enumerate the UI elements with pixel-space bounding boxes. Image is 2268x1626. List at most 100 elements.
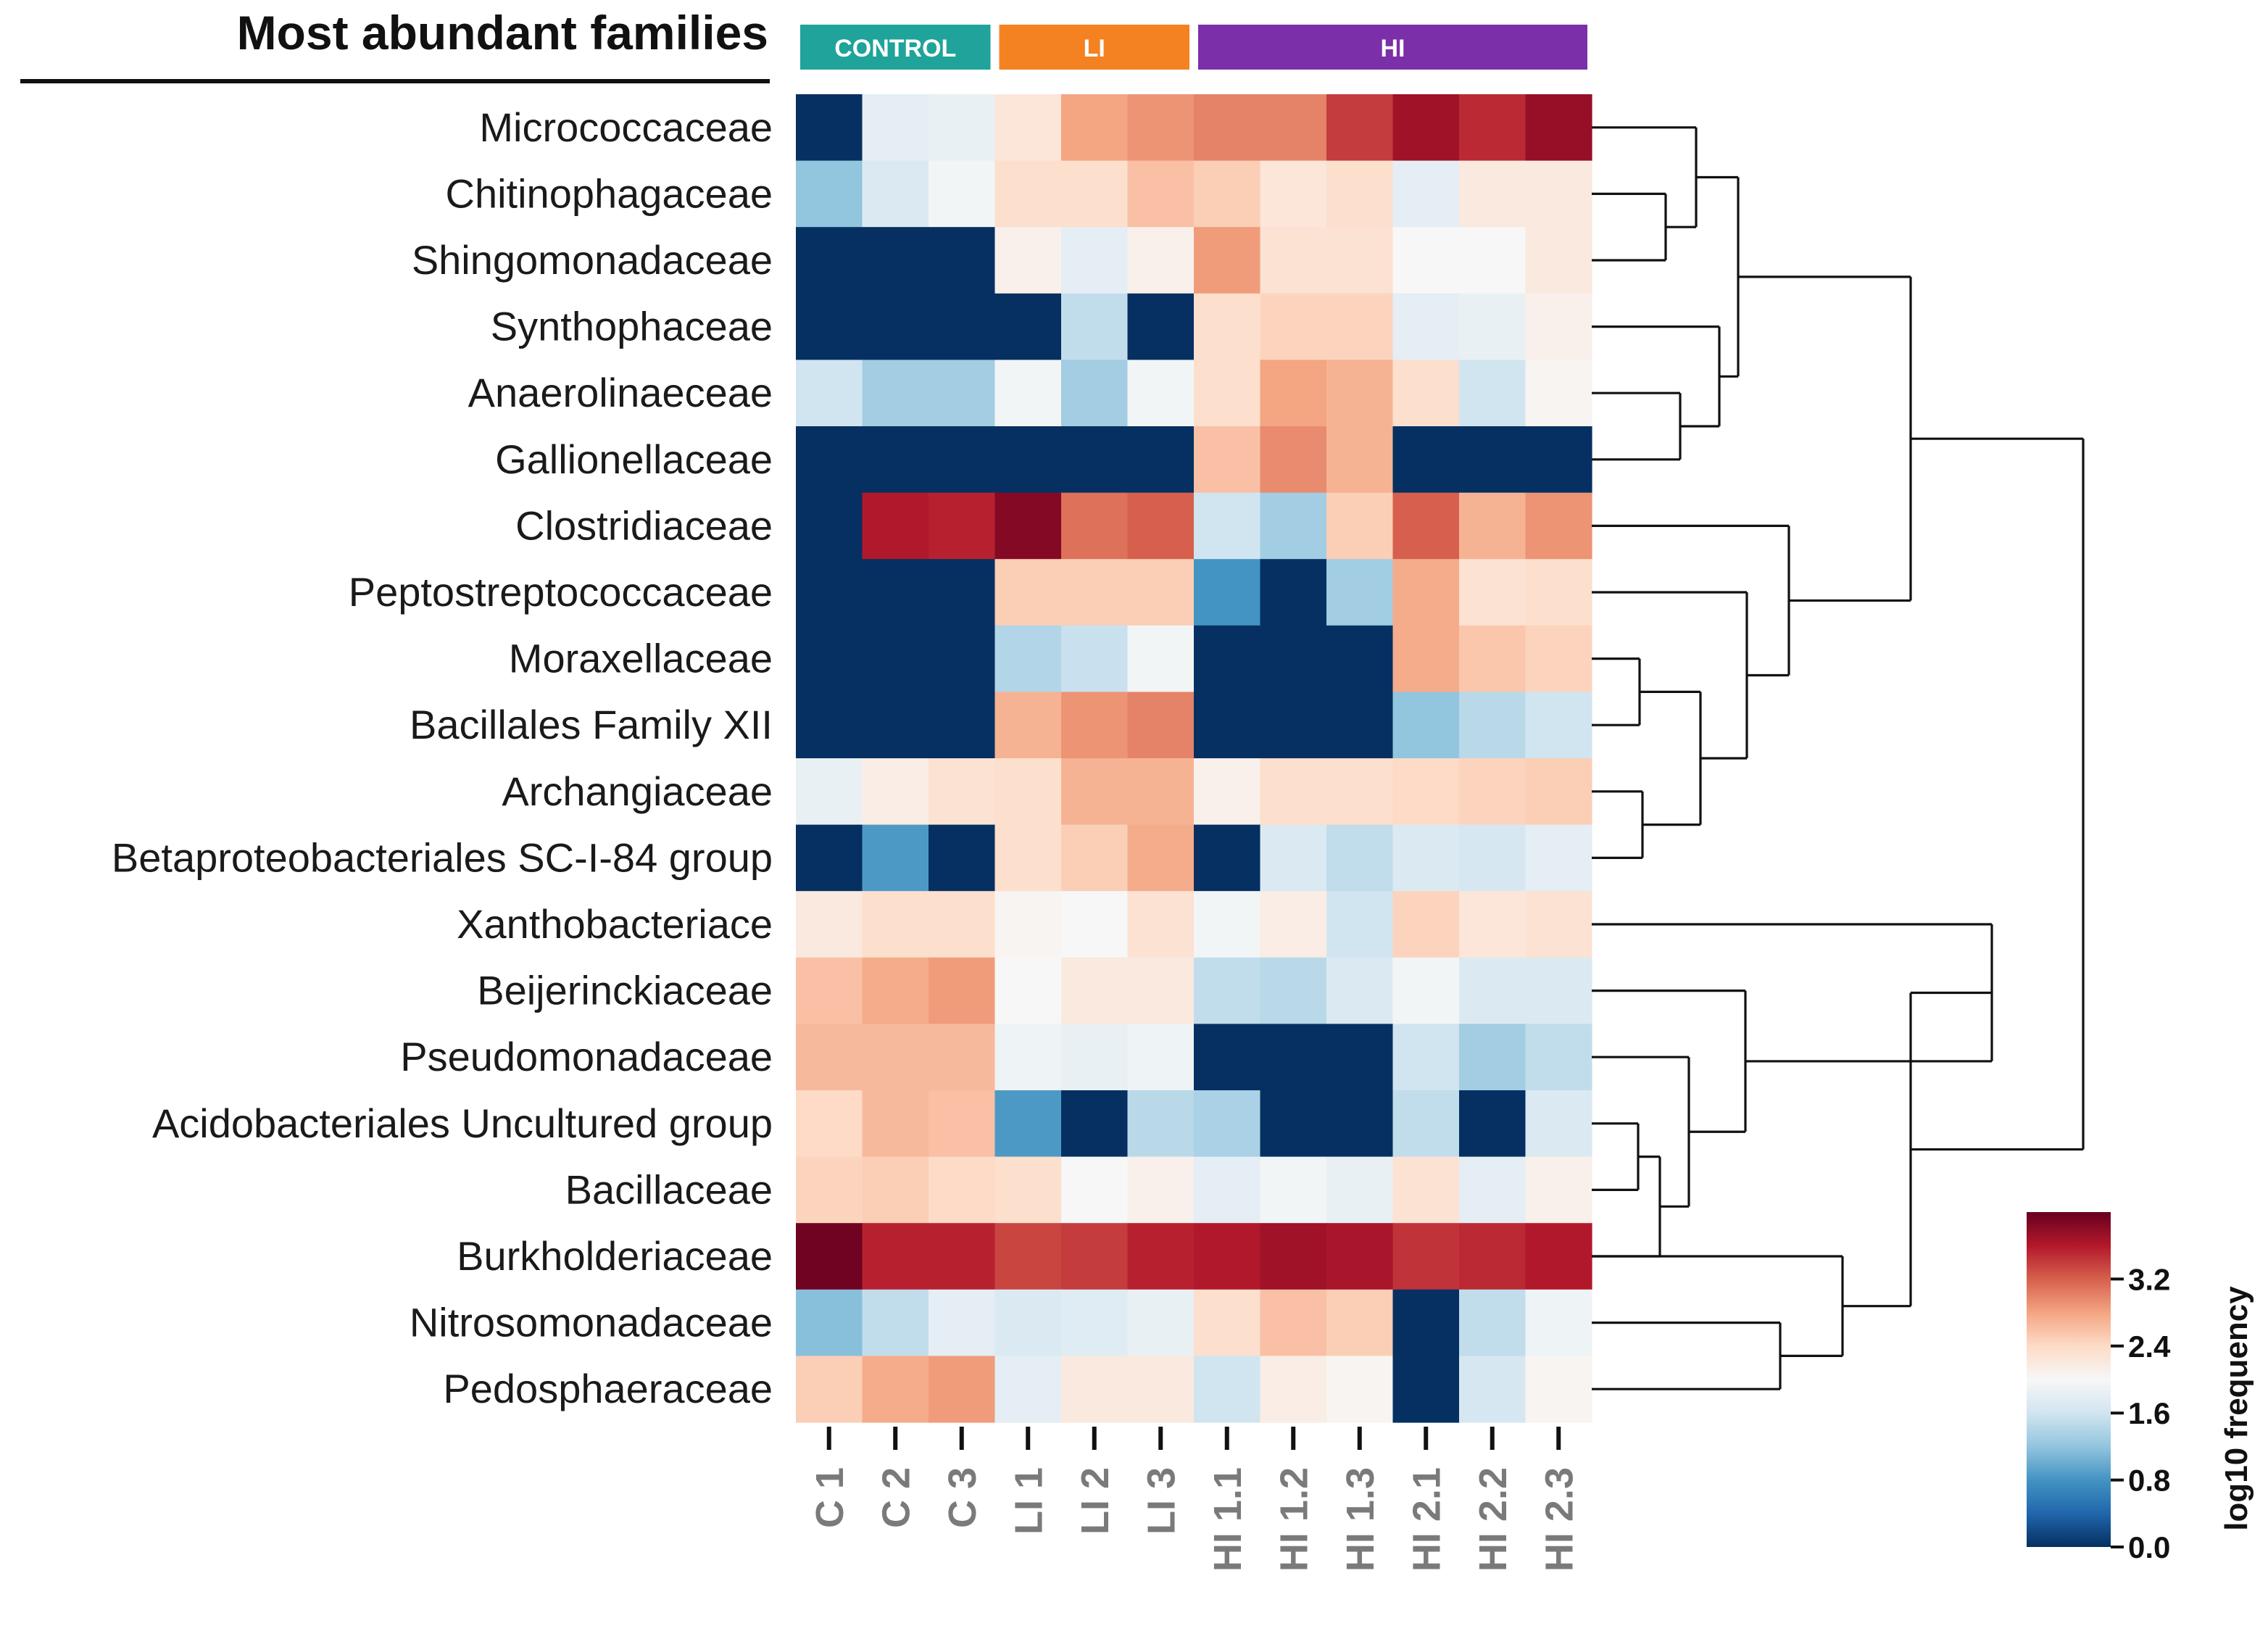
heatmap-cell <box>796 227 863 294</box>
heatmap-cell <box>929 957 996 1024</box>
heatmap-cell <box>1127 426 1195 494</box>
heatmap-cell <box>929 1024 996 1091</box>
row-label: Acidobacteriales Uncultured group <box>152 1100 773 1146</box>
heatmap-cell <box>1459 559 1526 626</box>
heatmap-cell <box>1194 625 1261 692</box>
heatmap-cell <box>929 94 996 162</box>
heatmap-cell <box>1260 758 1327 826</box>
group-bar <box>800 25 991 70</box>
heatmap-cell <box>1392 293 1460 360</box>
heatmap-cell <box>1459 758 1526 826</box>
row-label: Gallionellaceae <box>495 436 773 482</box>
heatmap-cell <box>1326 492 1394 560</box>
heatmap-cell <box>1061 360 1129 427</box>
heatmap-cell <box>994 360 1062 427</box>
column-label: HI 1.1 <box>1206 1467 1250 1572</box>
heatmap-cell <box>1392 426 1460 494</box>
heatmap-cell <box>1194 559 1261 626</box>
heatmap-cell <box>1326 891 1394 958</box>
heatmap-cell <box>1127 891 1195 958</box>
heatmap-cell <box>1326 1289 1394 1356</box>
heatmap-cell <box>1326 1223 1394 1290</box>
heatmap-cell <box>1061 625 1129 692</box>
heatmap-cell <box>1326 94 1394 162</box>
heatmap-cell <box>1061 1156 1129 1224</box>
heatmap-cell <box>994 625 1062 692</box>
heatmap-cell <box>1326 625 1394 692</box>
row-label: Anaerolinaeceae <box>468 370 773 415</box>
colorbar: 0.0 0.8 1.6 2.4 3.2 log10 frequency <box>2027 1212 2254 1564</box>
heatmap-cell <box>1525 559 1592 626</box>
heatmap-cell <box>1061 426 1129 494</box>
heatmap-cell <box>994 293 1062 360</box>
heatmap-cell <box>1392 692 1460 759</box>
row-label: Nitrosomonadaceae <box>410 1300 773 1345</box>
heatmap-cell <box>1326 692 1394 759</box>
heatmap-cell <box>796 559 863 626</box>
heatmap-cell <box>862 824 929 892</box>
heatmap-cell <box>796 426 863 494</box>
heatmap-cell <box>1392 891 1460 958</box>
heatmap-cell <box>1260 1223 1327 1290</box>
heatmap-cell <box>862 1024 929 1091</box>
row-label: Clostridiaceae <box>515 502 773 548</box>
heatmap-cell <box>862 692 929 759</box>
heatmap-cell <box>796 94 863 162</box>
heatmap-cell <box>1260 426 1327 494</box>
heatmap-cell <box>1392 227 1460 294</box>
heatmap-cell <box>994 891 1062 958</box>
heatmap-cell <box>796 1090 863 1158</box>
heatmap-cell <box>1260 227 1327 294</box>
heatmap-cell <box>1194 824 1261 892</box>
heatmap-cell <box>929 824 996 892</box>
heatmap-cell <box>1260 824 1327 892</box>
heatmap-cell <box>796 1024 863 1091</box>
heatmap-cell <box>1127 1024 1195 1091</box>
column-label: HI 2.3 <box>1537 1467 1581 1572</box>
heatmap-cell <box>1127 1090 1195 1158</box>
heatmap-cell <box>796 492 863 560</box>
heatmap-cell <box>1127 625 1195 692</box>
heatmap-cell <box>929 1090 996 1158</box>
heatmap-cell <box>862 957 929 1024</box>
heatmap-cell <box>994 559 1062 626</box>
colorbar-tick-label: 0.0 <box>2128 1530 2170 1564</box>
heatmap-cell <box>862 1156 929 1224</box>
heatmap-cell <box>1260 94 1327 162</box>
heatmap-cell <box>1194 492 1261 560</box>
heatmap-cell <box>1392 625 1460 692</box>
row-labels: Micrococcaceae Chitinophagaceae Shingomona… <box>112 104 773 1411</box>
heatmap-cell <box>929 692 996 759</box>
heatmap-cell <box>1260 692 1327 759</box>
heatmap-cell <box>994 492 1062 560</box>
heatmap-cell <box>796 824 863 892</box>
heatmap-cell <box>1459 891 1526 958</box>
heatmap-cell <box>1194 94 1261 162</box>
heatmap-cell <box>929 293 996 360</box>
heatmap-cell <box>862 492 929 560</box>
heatmap-cell <box>1326 1024 1394 1091</box>
colorbar-tick-label: 1.6 <box>2128 1396 2170 1430</box>
heatmap-cell <box>1525 227 1592 294</box>
heatmap-cell <box>862 293 929 360</box>
heatmap-cell <box>1061 227 1129 294</box>
heatmap-cell <box>1392 824 1460 892</box>
heatmap-cell <box>1525 293 1592 360</box>
heatmap-cell <box>1326 824 1394 892</box>
heatmap-cell <box>1525 426 1592 494</box>
heatmap-cell <box>1194 758 1261 826</box>
heatmap-cell <box>1392 559 1460 626</box>
row-label: Pseudomonadaceae <box>400 1034 773 1079</box>
column-label: LI 2 <box>1073 1467 1117 1535</box>
heatmap-cell <box>1127 1356 1195 1423</box>
heatmap-cell <box>1326 1156 1394 1224</box>
heatmap-cell <box>1525 160 1592 228</box>
heatmap-cell <box>796 360 863 427</box>
heatmap-cell <box>929 559 996 626</box>
heatmap-cell <box>1459 1356 1526 1423</box>
heatmap-cell <box>1525 625 1592 692</box>
column-label: C 3 <box>941 1467 984 1528</box>
heatmap-cell <box>929 1289 996 1356</box>
heatmap-cell <box>1459 692 1526 759</box>
